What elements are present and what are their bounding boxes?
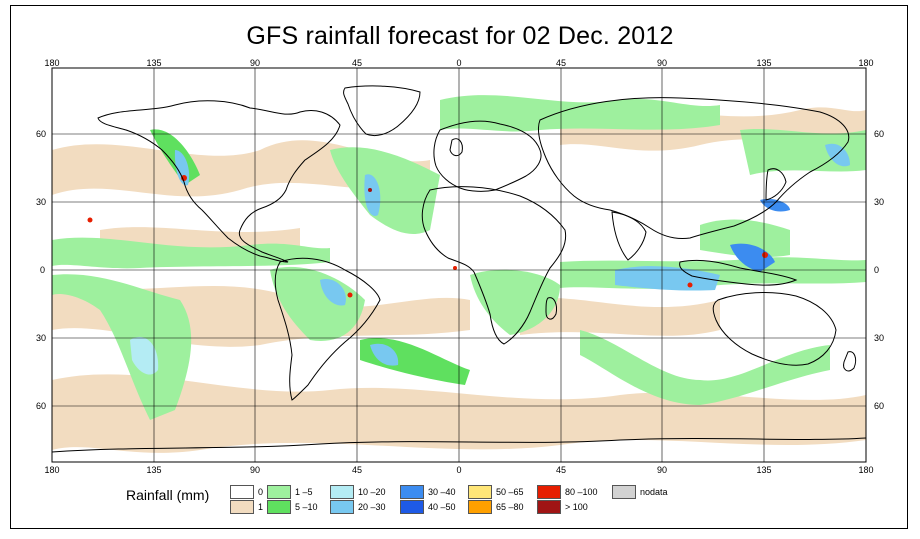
- left-lat-label: 30: [36, 197, 47, 207]
- left-lat-label: 60: [36, 401, 47, 411]
- precip-heavy-spot: [370, 343, 399, 366]
- bottom-lon-label: 180: [44, 465, 60, 475]
- coastlines: [52, 85, 866, 453]
- legend-label-7: 40 –50: [428, 502, 456, 512]
- antarctica-outline: [52, 437, 866, 453]
- right-lat-label: 30: [874, 197, 885, 207]
- precip-light-band: [520, 297, 720, 336]
- precip-extreme-spot: [368, 188, 372, 192]
- legend-swatch-7: [400, 500, 424, 514]
- legend-label-8: 50 –65: [496, 487, 524, 497]
- asia-outline: [537, 97, 850, 239]
- legend-label-9: 65 –80: [496, 502, 524, 512]
- top-lon-label: 90: [656, 58, 668, 68]
- legend-swatch-9: [468, 500, 492, 514]
- india-outline: [611, 211, 647, 261]
- precip-heavy-spot: [130, 336, 159, 375]
- top-lon-label: 45: [351, 58, 363, 68]
- top-lon-label: 180: [858, 58, 874, 68]
- right-lat-label: 0: [874, 265, 880, 275]
- uk-outline: [449, 138, 463, 157]
- left-lat-label: 60: [36, 129, 47, 139]
- bottom-lon-label: 45: [555, 465, 567, 475]
- legend-swatch-8: [468, 485, 492, 499]
- precip-extreme-spot: [181, 175, 187, 181]
- madagascar-outline: [545, 297, 557, 320]
- legend-label-2: 1 –5: [295, 487, 313, 497]
- precip-extreme-spot: [453, 266, 457, 270]
- precip-green-band: [270, 266, 365, 341]
- bottom-lon-label: 90: [656, 465, 668, 475]
- precip-green-band: [52, 237, 330, 269]
- legend-swatch-1: [230, 500, 254, 514]
- precip-extreme-spot: [687, 282, 693, 288]
- north-america-outline: [97, 100, 341, 263]
- left-lat-label: 30: [36, 333, 47, 343]
- right-lat-label: 60: [874, 129, 885, 139]
- precip-green-band: [52, 274, 192, 420]
- new-zealand-outline: [843, 351, 857, 372]
- indonesia-outline: [679, 259, 798, 286]
- legend-swatch-3: [267, 500, 291, 514]
- precip-extreme-spot: [87, 217, 93, 223]
- left-lat-label: 0: [40, 265, 46, 275]
- legend-label-1: 1: [258, 502, 264, 512]
- legend-swatch-11: [537, 500, 561, 514]
- japan-outline: [765, 168, 787, 201]
- legend-label-4: 10 –20: [358, 487, 386, 497]
- top-lon-label: 90: [249, 58, 261, 68]
- legend-label-6: 30 –40: [428, 487, 456, 497]
- legend-label-3: 5 –10: [295, 502, 318, 512]
- legend-swatch-10: [537, 485, 561, 499]
- graticule: [52, 68, 866, 462]
- bottom-lon-label: 0: [456, 465, 462, 475]
- legend-swatch-2: [267, 485, 291, 499]
- map-border: [51, 67, 867, 463]
- precip-green-band: [580, 330, 830, 405]
- australia-outline: [712, 292, 837, 366]
- map-title: GFS rainfall forecast for 02 Dec. 2012: [246, 22, 674, 50]
- top-lon-label: 135: [756, 58, 772, 68]
- legend-swatch-0: [230, 485, 254, 499]
- legend-swatch-6: [400, 485, 424, 499]
- europe-outline: [433, 120, 542, 192]
- map-area: [52, 68, 866, 462]
- precip-extreme-spot: [347, 292, 353, 298]
- precip-heavy-spot: [364, 174, 381, 216]
- legend-label-10: 80 –100: [565, 487, 598, 497]
- precip-green-band: [740, 128, 866, 175]
- right-lat-label: 30: [874, 333, 885, 343]
- legend-label-0: 0: [258, 487, 264, 497]
- africa-outline: [421, 186, 567, 345]
- legend-swatch-4: [330, 485, 354, 499]
- legend-label-5: 20 –30: [358, 502, 386, 512]
- precip-extreme-spot: [762, 252, 768, 258]
- top-lon-label: 135: [146, 58, 162, 68]
- legend-title: Rainfall (mm): [126, 487, 210, 503]
- precip-green-band: [330, 147, 440, 235]
- legend-swatch-12: [612, 485, 636, 499]
- legend-label-11: > 100: [565, 502, 588, 512]
- bottom-lon-label: 135: [756, 465, 772, 475]
- south-america-outline: [274, 257, 381, 401]
- bottom-lon-label: 180: [858, 465, 874, 475]
- precip-fields: [52, 95, 866, 453]
- bottom-lon-label: 90: [249, 465, 261, 475]
- precip-green-band: [440, 95, 720, 132]
- top-lon-label: 45: [555, 58, 567, 68]
- legend-label-12: nodata: [640, 487, 668, 497]
- legend-swatch-5: [330, 500, 354, 514]
- figure-frame: [10, 5, 908, 529]
- precip-heavy-spot: [825, 143, 850, 167]
- bottom-lon-label: 45: [351, 465, 363, 475]
- top-lon-label: 180: [44, 58, 60, 68]
- precip-heavy-spot: [615, 266, 720, 291]
- top-lon-label: 0: [456, 58, 462, 68]
- right-lat-label: 60: [874, 401, 885, 411]
- precip-heavy-spot: [320, 279, 346, 306]
- bottom-lon-label: 135: [146, 465, 162, 475]
- precip-green-band: [470, 269, 560, 335]
